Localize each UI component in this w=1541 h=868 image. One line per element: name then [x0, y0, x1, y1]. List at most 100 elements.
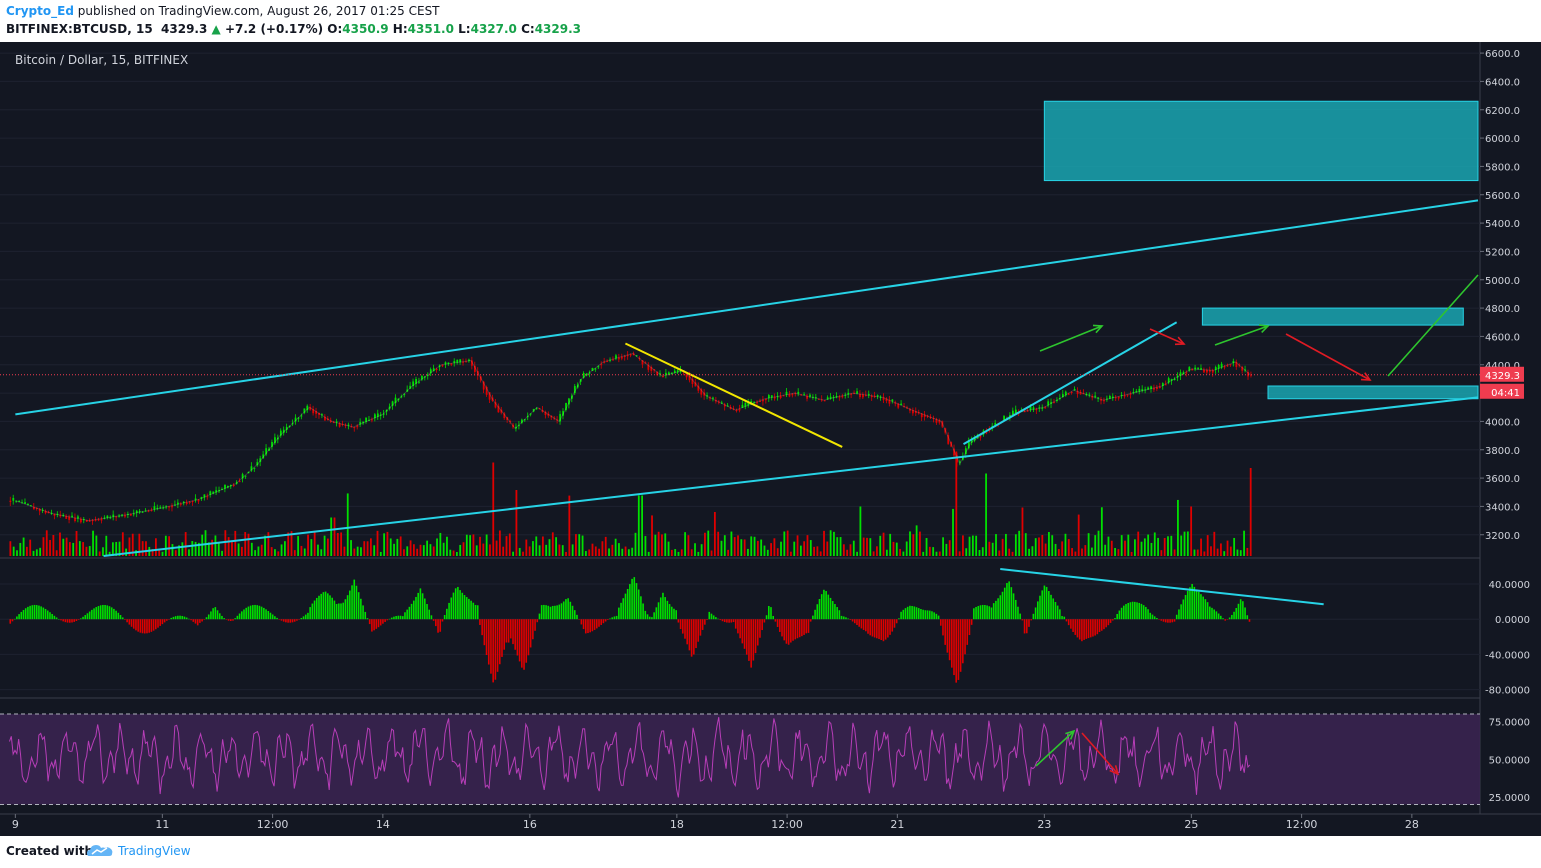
volume-bar — [439, 532, 442, 556]
candle-body — [159, 507, 162, 509]
osc-bar — [274, 616, 276, 620]
osc-bar — [22, 609, 25, 620]
candle-body — [600, 364, 603, 366]
osc-bar — [587, 619, 589, 634]
osc-bar — [163, 619, 166, 623]
volume-bar — [178, 545, 180, 556]
osc-bar — [9, 619, 12, 624]
candle-body — [162, 507, 165, 509]
osc-bar — [51, 614, 53, 620]
candle-body — [347, 424, 350, 426]
osc-bar — [384, 619, 386, 622]
osc-bar — [263, 607, 265, 620]
volume-bar — [383, 533, 386, 556]
osc-bar — [1017, 606, 1019, 620]
volume-bar — [442, 542, 445, 556]
candle-body — [465, 361, 467, 363]
rsi-green-arrow — [1035, 730, 1075, 767]
volume-bar — [1008, 548, 1011, 556]
osc-bar — [168, 619, 170, 620]
price-tick-label: 3600.0 — [1485, 474, 1520, 485]
candle-body — [773, 397, 776, 399]
candle-body — [59, 514, 62, 517]
tradingview-link[interactable]: TradingView — [118, 844, 191, 858]
osc-bar — [1039, 595, 1041, 620]
volume-bar — [601, 541, 604, 556]
candle-body — [300, 415, 303, 417]
candle-body — [820, 399, 823, 401]
osc-bar — [549, 606, 552, 620]
volume-bar — [429, 544, 432, 556]
candle-body — [900, 403, 903, 405]
candle-body — [429, 369, 432, 374]
candle-body — [338, 423, 341, 427]
volume-bar — [1236, 549, 1239, 556]
volume-bar — [988, 541, 991, 556]
volume-bar — [955, 451, 958, 556]
candle-body — [62, 514, 65, 516]
osc-bar — [150, 619, 153, 632]
candle-body — [488, 392, 491, 400]
volume-bar — [465, 534, 468, 556]
osc-bar — [148, 619, 150, 633]
volume-bar — [697, 551, 700, 556]
volume-bar — [611, 544, 614, 556]
osc-bar — [578, 619, 580, 620]
candle-body — [1211, 370, 1214, 373]
volume-bar — [995, 534, 997, 556]
osc-bar — [309, 607, 311, 620]
volume-bar — [1180, 535, 1183, 556]
candle-body — [124, 515, 126, 517]
osc-bar — [218, 613, 221, 620]
volume-bar — [231, 540, 233, 556]
volume-bar — [1077, 514, 1080, 556]
candle-body — [271, 442, 273, 447]
volume-bar — [35, 549, 38, 556]
osc-bar — [472, 602, 475, 620]
osc-bar — [293, 619, 296, 622]
candle-body — [668, 372, 670, 375]
osc-bar — [887, 619, 889, 638]
volume-bar — [518, 547, 521, 556]
volume-bar — [1057, 549, 1060, 556]
author-link[interactable]: Crypto_Ed — [6, 4, 74, 18]
osc-bar — [1111, 619, 1114, 621]
osc-bar — [448, 602, 450, 620]
volume-bar — [145, 541, 147, 556]
candle-body — [1120, 394, 1123, 396]
candle-body — [565, 402, 567, 411]
volume-bar — [221, 550, 223, 556]
candle-body — [174, 504, 176, 506]
osc-bar — [113, 608, 115, 620]
osc-bar — [686, 619, 689, 645]
osc-bar — [831, 601, 834, 620]
volume-bar — [26, 546, 28, 556]
time-tick-label: 16 — [523, 818, 537, 831]
oscillator-pane[interactable] — [0, 568, 1480, 691]
candle-body — [1197, 367, 1200, 370]
volume-bar — [310, 539, 313, 556]
volume-bar — [55, 550, 58, 556]
rsi-pane[interactable] — [0, 713, 1480, 805]
osc-bar — [435, 619, 437, 627]
osc-bar — [437, 619, 439, 633]
osc-bar — [593, 619, 596, 630]
osc-bar — [545, 605, 547, 620]
candle-body — [544, 411, 547, 416]
candle-body — [862, 394, 864, 398]
candle-body — [859, 393, 861, 398]
candle-body — [1076, 391, 1079, 395]
candle-body — [609, 359, 612, 361]
osc-bar — [712, 615, 715, 620]
candle-body — [359, 422, 362, 425]
volume-bar — [102, 547, 104, 556]
volume-bar — [502, 546, 505, 556]
osc-bar — [690, 619, 693, 657]
osc-bar — [560, 603, 563, 620]
candle-body — [870, 395, 873, 398]
osc-bar — [64, 619, 67, 623]
price-pane[interactable] — [0, 52, 1480, 557]
osc-bar — [1186, 590, 1189, 620]
chart-area[interactable]: 6600.0 6400.0 6200.0 6000.0 5800.0 5600.0 5400… — [0, 42, 1541, 836]
volume-bar — [409, 540, 412, 556]
